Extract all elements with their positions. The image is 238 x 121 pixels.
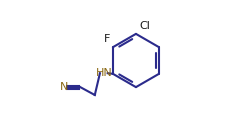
Text: HN: HN: [95, 68, 112, 78]
Text: Cl: Cl: [139, 21, 150, 31]
Text: F: F: [104, 34, 111, 44]
Text: N: N: [60, 82, 69, 92]
